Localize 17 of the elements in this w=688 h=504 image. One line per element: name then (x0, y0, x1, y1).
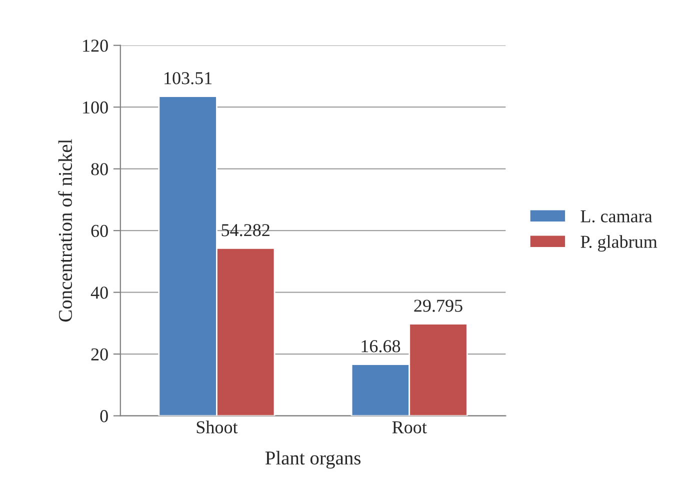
data-label: 54.282 (222, 224, 270, 236)
y-tick-label: 20 (91, 348, 108, 360)
y-tick-label: 100 (83, 101, 108, 114)
x-tick-label: Shoot (196, 420, 238, 434)
y-tick-label: 120 (83, 40, 108, 52)
data-label: 16.68 (362, 340, 400, 352)
legend-label: P. glabrum (580, 235, 658, 252)
y-tick-label: 0 (100, 410, 108, 422)
legend-label: L. camara (580, 210, 652, 222)
data-label: 103.51 (164, 72, 212, 84)
x-axis-title: Plant organs (265, 450, 360, 469)
x-tick-label: Root (392, 421, 427, 434)
y-axis-title: Concentration of nickel (58, 139, 72, 322)
y-tick-label: 60 (91, 224, 108, 238)
y-tick-label: 40 (90, 286, 108, 299)
data-label: 29.795 (414, 300, 462, 312)
y-tick-label: 80 (91, 163, 108, 176)
